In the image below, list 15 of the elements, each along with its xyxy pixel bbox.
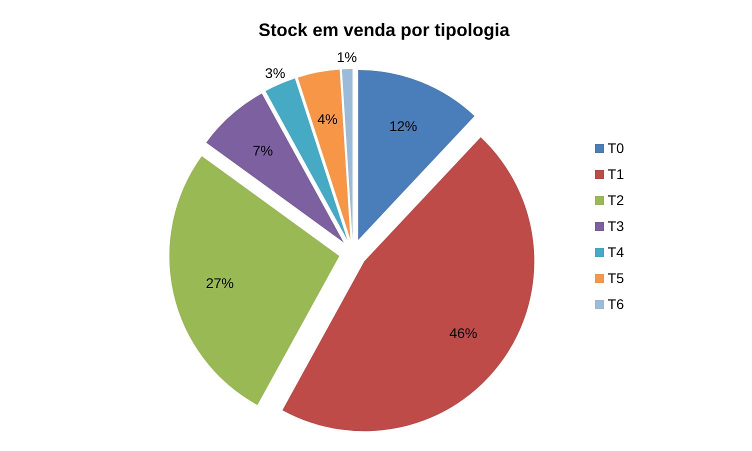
legend-label: T0 (608, 140, 624, 156)
chart-title: Stock em venda por tipologia (257, 20, 511, 41)
data-label: 7% (252, 142, 273, 159)
data-label: 4% (317, 111, 338, 128)
legend-label: T6 (608, 296, 624, 312)
data-label: 12% (389, 118, 418, 134)
legend-label: T2 (608, 192, 624, 208)
legend-label: T4 (608, 244, 624, 260)
data-label: 27% (206, 274, 234, 291)
legend-label: T1 (608, 166, 624, 182)
data-label: 46% (449, 325, 478, 342)
data-label: 1% (336, 49, 357, 66)
legend-label: T5 (608, 270, 624, 286)
legend-label: T3 (608, 218, 624, 234)
data-label: 3% (265, 65, 286, 82)
